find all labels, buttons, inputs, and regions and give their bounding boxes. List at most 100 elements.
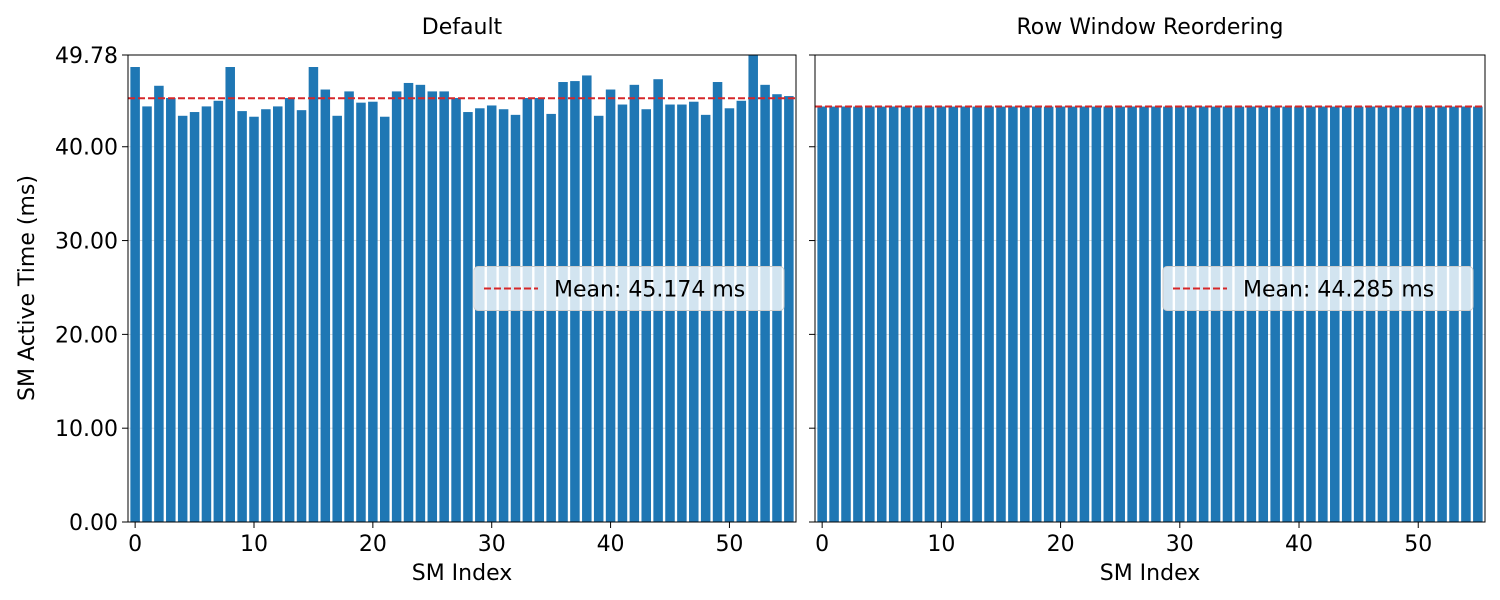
- legend: Mean: 45.174 ms: [473, 266, 785, 311]
- x-ticks: 0 10 20 30 40 50: [128, 522, 743, 557]
- bar: [784, 96, 794, 522]
- bar: [486, 105, 497, 522]
- bar: [1437, 106, 1447, 522]
- bar: [415, 84, 426, 522]
- bar: [427, 91, 438, 522]
- y-ticks: [809, 54, 815, 523]
- bar: [261, 109, 271, 522]
- bar: [1246, 106, 1257, 522]
- bar: [284, 97, 295, 522]
- bar: [1127, 106, 1137, 522]
- bar: [1043, 106, 1054, 522]
- bar: [1020, 106, 1030, 522]
- plot-frame: [127, 54, 797, 523]
- legend-label: Mean: 45.174 ms: [554, 278, 745, 303]
- bar: [1449, 106, 1459, 522]
- x-tick-label: 10: [927, 532, 955, 557]
- x-tick-label: 30: [478, 532, 506, 557]
- bar: [996, 106, 1006, 522]
- bar: [689, 101, 699, 522]
- bar: [1473, 106, 1483, 522]
- panel-title: Row Window Reordering: [1017, 15, 1284, 40]
- bar: [1008, 106, 1018, 522]
- x-tick-label: 40: [1285, 532, 1313, 557]
- y-tick-label: 49.78: [55, 44, 118, 69]
- bar: [1222, 106, 1233, 522]
- bar: [379, 116, 390, 522]
- bar: [368, 101, 378, 522]
- bar: [320, 89, 331, 522]
- bar: [853, 106, 863, 522]
- bar: [439, 91, 449, 522]
- panel-title: Default: [422, 15, 503, 40]
- bar: [1365, 106, 1376, 522]
- bar: [1175, 106, 1185, 522]
- x-tick-label: 10: [240, 532, 268, 557]
- bar: [201, 106, 212, 522]
- bar: [510, 114, 521, 522]
- x-ticks: 0 10 20 30 40 50: [815, 522, 1432, 557]
- x-axis-label: SM Index: [412, 561, 513, 586]
- bar: [1258, 106, 1269, 522]
- bar: [1079, 106, 1090, 522]
- bar: [356, 102, 366, 522]
- bar: [166, 97, 176, 522]
- bar: [498, 109, 509, 522]
- bar: [1031, 106, 1042, 522]
- bar: [1198, 106, 1209, 522]
- bar: [1234, 106, 1245, 522]
- bar: [817, 106, 827, 522]
- bar: [1341, 106, 1352, 522]
- bar: [1270, 106, 1280, 522]
- bar: [344, 91, 354, 522]
- legend-label: Mean: 44.285 ms: [1243, 278, 1434, 303]
- bar: [888, 106, 899, 522]
- bar: [1163, 106, 1173, 522]
- bar: [1330, 106, 1340, 522]
- bar: [700, 114, 711, 522]
- bar: [1306, 106, 1316, 522]
- bar: [641, 109, 651, 522]
- x-tick-label: 20: [359, 532, 387, 557]
- y-tick-label: 40.00: [55, 136, 118, 161]
- bar: [1377, 106, 1388, 522]
- panels: Default 0 10 20 30 40 50 0.00 10.00 20.00 30.00 40.…: [55, 15, 1486, 586]
- x-axis-label: SM Index: [1100, 561, 1201, 586]
- bar: [391, 91, 402, 522]
- bar: [617, 104, 628, 522]
- bar: [475, 108, 485, 522]
- bar: [1318, 106, 1328, 522]
- bars: [817, 106, 1483, 522]
- y-tick-label: 0.00: [69, 511, 118, 536]
- bar: [1210, 106, 1221, 522]
- bar: [1067, 106, 1078, 522]
- bar: [249, 116, 259, 522]
- plot-frame: [814, 54, 1486, 523]
- bar: [1389, 106, 1400, 522]
- x-tick-label: 50: [715, 532, 743, 557]
- bar: [273, 106, 283, 522]
- x-tick-label: 50: [1404, 532, 1432, 557]
- bar: [924, 106, 935, 522]
- bar: [308, 67, 319, 522]
- bar: [1413, 106, 1424, 522]
- bar: [1151, 106, 1161, 522]
- y-ticks: 0.00 10.00 20.00 30.00 40.00 49.78: [55, 44, 128, 536]
- bar: [948, 106, 959, 522]
- bar: [332, 115, 342, 522]
- legend-box: [473, 266, 785, 311]
- bar: [463, 112, 473, 522]
- bar: [142, 106, 152, 522]
- bar: [1055, 106, 1066, 522]
- y-tick-label: 20.00: [55, 323, 118, 348]
- bar: [1401, 106, 1412, 522]
- bar: [1186, 106, 1197, 522]
- bar: [1282, 106, 1292, 522]
- bar: [972, 106, 982, 522]
- bar: [1139, 106, 1149, 522]
- bar: [841, 106, 851, 522]
- bar: [1425, 106, 1435, 522]
- bar: [177, 115, 188, 522]
- x-tick-label: 0: [815, 532, 829, 557]
